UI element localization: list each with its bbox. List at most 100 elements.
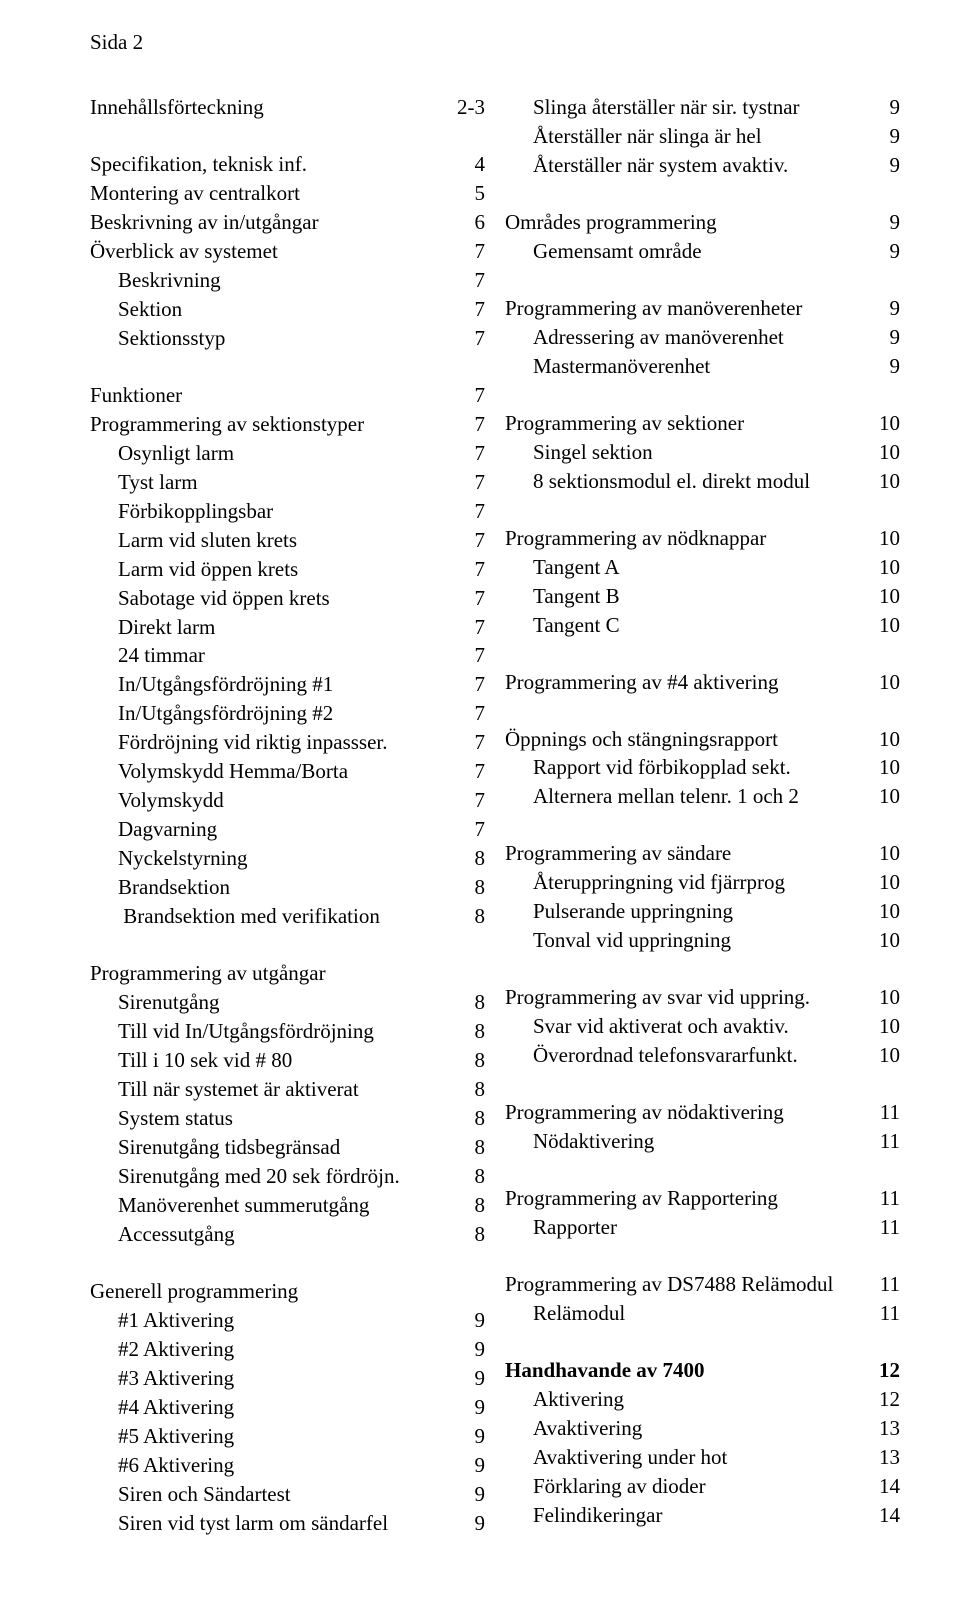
toc-row: Nödaktivering11 — [505, 1127, 900, 1156]
toc-label: Dagvarning — [90, 815, 217, 844]
toc-page-number: 9 — [467, 1480, 486, 1509]
toc-page-number: 8 — [467, 1220, 486, 1249]
toc-label: Volymskydd — [90, 786, 224, 815]
toc-label: Beskrivning — [90, 266, 221, 295]
toc-row: Fördröjning vid riktig inpassser.7 — [90, 728, 485, 757]
toc-page-number: 10 — [871, 1041, 900, 1070]
toc-row: Beskrivning 7 — [90, 266, 485, 295]
toc-page-number: 7 — [467, 266, 486, 295]
toc-row: #2 Aktivering9 — [90, 1335, 485, 1364]
toc-row: Områdes programmering9 — [505, 208, 900, 237]
toc-label: Relämodul — [505, 1299, 625, 1328]
toc-label: Programmering av #4 aktivering — [505, 668, 779, 697]
toc-label: Felindikeringar — [505, 1501, 662, 1530]
toc-row: Programmering av nödaktivering 11 — [505, 1098, 900, 1127]
toc-row: Osynligt larm 7 — [90, 439, 485, 468]
toc-page-number: 10 — [871, 553, 900, 582]
toc-label: Återställer när system avaktiv. — [505, 151, 788, 180]
toc-row: Tangent C10 — [505, 611, 900, 640]
toc-label: Osynligt larm — [90, 439, 234, 468]
toc-page-number: 10 — [871, 524, 900, 553]
toc-label: Adressering av manöverenhet — [505, 323, 784, 352]
row-gap — [505, 697, 900, 725]
toc-page-number: 7 — [467, 728, 486, 757]
toc-row: Avaktivering under hot13 — [505, 1443, 900, 1472]
toc-page-number: 10 — [871, 897, 900, 926]
toc-page-number: 7 — [467, 699, 486, 728]
toc-row: Sirenutgång med 20 sek fördröjn.8 — [90, 1162, 485, 1191]
toc-label: Sirenutgång tidsbegränsad — [90, 1133, 340, 1162]
toc-row: Larm vid öppen krets7 — [90, 555, 485, 584]
toc-row: In/Utgångsfördröjning #17 — [90, 670, 485, 699]
toc-row: Nyckelstyrning8 — [90, 844, 485, 873]
toc-page-number: 10 — [871, 926, 900, 955]
toc-row: Rapporter11 — [505, 1213, 900, 1242]
toc-page-number: 12 — [871, 1356, 900, 1385]
toc-label: Överblick av systemet — [90, 237, 278, 266]
toc-page-number: 8 — [467, 1017, 486, 1046]
toc-label: Innehållsförteckning — [90, 93, 264, 122]
toc-page-number: 10 — [871, 782, 900, 811]
toc-label: 24 timmar — [90, 641, 205, 670]
toc-row: Alternera mellan telenr. 1 och 210 — [505, 782, 900, 811]
toc-page-number: 8 — [467, 1046, 486, 1075]
toc-row: Larm vid sluten krets7 — [90, 526, 485, 555]
toc-label: Brandsektion med verifikation — [90, 902, 380, 931]
toc-label: Handhavande av 7400 — [505, 1356, 705, 1385]
toc-row: Adressering av manöverenhet 9 — [505, 323, 900, 352]
toc-label: Förbikopplingsbar — [90, 497, 273, 526]
row-gap — [90, 353, 485, 381]
toc-page-number: 10 — [871, 438, 900, 467]
toc-page-number: 8 — [467, 1162, 486, 1191]
toc-page-number: 8 — [467, 844, 486, 873]
toc-page-number: 9 — [467, 1335, 486, 1364]
toc-page-number: 9 — [882, 352, 901, 381]
toc-label: Funktioner — [90, 381, 182, 410]
toc-page-number: 7 — [467, 555, 486, 584]
toc-row: Gemensamt område9 — [505, 237, 900, 266]
toc-row: Tyst larm7 — [90, 468, 485, 497]
toc-page-number: 10 — [871, 983, 900, 1012]
toc-label: Aktivering — [505, 1385, 624, 1414]
toc-row: Brandsektion8 — [90, 873, 485, 902]
toc-page-number: 14 — [871, 1501, 900, 1530]
toc-row: 24 timmar7 — [90, 641, 485, 670]
toc-label: Pulserande uppringning — [505, 897, 733, 926]
toc-label: Programmering av utgångar — [90, 959, 326, 988]
toc-label: Rapport vid förbikopplad sekt. — [505, 753, 791, 782]
toc-row: Generell programmering — [90, 1277, 485, 1306]
toc-label: Montering av centralkort — [90, 179, 300, 208]
toc-row: Felindikeringar 14 — [505, 1501, 900, 1530]
toc-label: Svar vid aktiverat och avaktiv. — [505, 1012, 789, 1041]
toc-label: #5 Aktivering — [90, 1422, 234, 1451]
toc-row: Brandsektion med verifikation8 — [90, 902, 485, 931]
row-gap — [505, 496, 900, 524]
toc-row: Tonval vid uppringning10 — [505, 926, 900, 955]
toc-row: Programmering av utgångar — [90, 959, 485, 988]
toc-row: Programmering av sektioner10 — [505, 409, 900, 438]
toc-label: Siren och Sändartest — [90, 1480, 291, 1509]
toc-label: Brandsektion — [90, 873, 230, 902]
toc-label: Programmering av nödaktivering — [505, 1098, 784, 1127]
toc-page-number: 7 — [467, 439, 486, 468]
toc-label: #3 Aktivering — [90, 1364, 234, 1393]
toc-row: Mastermanöverenhet 9 — [505, 352, 900, 381]
row-gap — [90, 122, 485, 150]
toc-page-number: 5 — [467, 179, 486, 208]
toc-row: Programmering av svar vid uppring.10 — [505, 983, 900, 1012]
row-gap — [505, 266, 900, 294]
toc-row: Programmering av sändare10 — [505, 839, 900, 868]
toc-page-number: 11 — [872, 1098, 900, 1127]
toc-page-number: 10 — [871, 668, 900, 697]
toc-page-number: 9 — [467, 1364, 486, 1393]
toc-label: Programmering av sektionstyper — [90, 410, 364, 439]
toc-label: Återuppringning vid fjärrprog — [505, 868, 785, 897]
toc-label: Singel sektion — [505, 438, 653, 467]
toc-row: #6 Aktivering9 — [90, 1451, 485, 1480]
toc-page-number: 9 — [882, 323, 901, 352]
row-gap — [505, 180, 900, 208]
toc-page-number: 13 — [871, 1443, 900, 1472]
toc-label: Mastermanöverenhet — [505, 352, 710, 381]
toc-page-number: 11 — [872, 1270, 900, 1299]
toc-page-number: 10 — [871, 582, 900, 611]
